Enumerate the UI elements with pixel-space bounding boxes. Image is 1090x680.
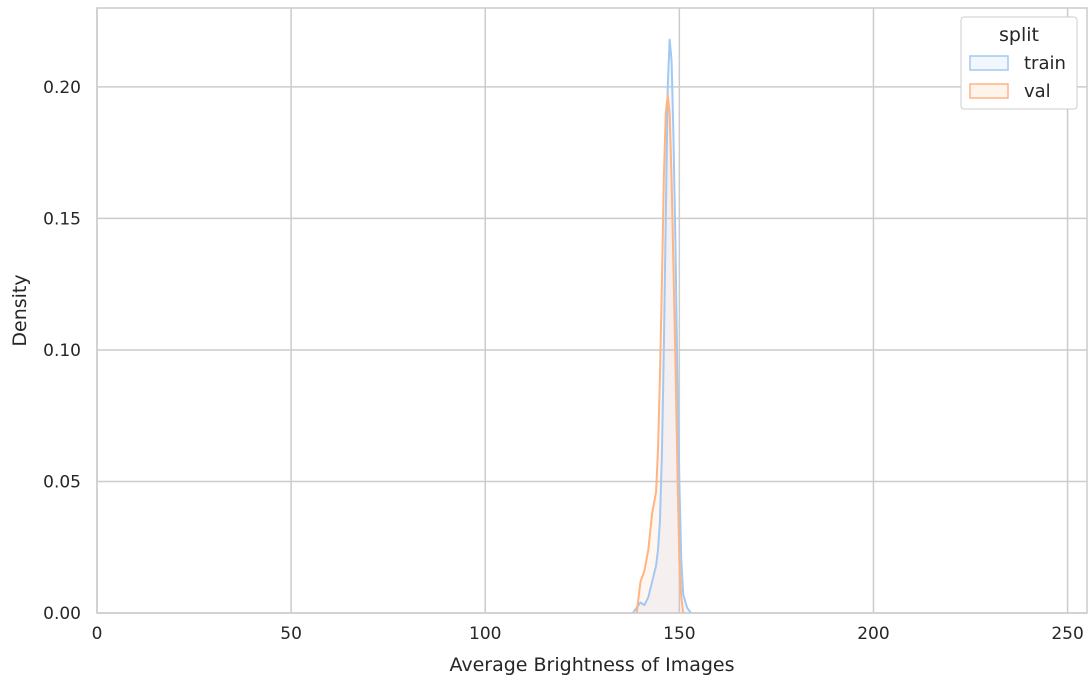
y-tick-label: 0.10 [43,341,81,361]
legend-box [960,16,1078,110]
legend-title: split [999,24,1039,46]
y-axis-label: Density [9,274,31,346]
legend-label-train: train [1024,53,1066,74]
legend: split train val [960,16,1078,110]
x-axis-label: Average Brightness of Images [449,654,734,676]
legend-swatch-train [969,55,1009,71]
grid-lines [96,8,1087,614]
y-tick-label: 0.15 [43,209,81,229]
y-tick-label: 0.05 [43,472,81,492]
y-tick-labels: 0.00 0.05 0.10 0.15 0.20 [43,78,81,624]
legend-label-val: val [1024,81,1051,102]
density-line-val [635,93,685,614]
y-tick-label: 0.20 [43,78,81,98]
y-tick-label: 0.00 [43,604,81,624]
x-tick-label: 0 [92,624,103,644]
x-tick-label: 100 [469,624,501,644]
x-tick-label: 150 [663,624,695,644]
x-tick-label: 200 [857,624,889,644]
legend-swatch-val [969,83,1009,99]
x-tick-label: 50 [280,624,302,644]
x-tick-labels: 0 50 100 150 200 250 [92,624,1084,644]
legend-items: train val [969,53,1066,102]
x-tick-label: 250 [1051,624,1083,644]
density-line-train [631,38,692,614]
plot-frame [96,7,1088,614]
density-lines [631,38,692,614]
